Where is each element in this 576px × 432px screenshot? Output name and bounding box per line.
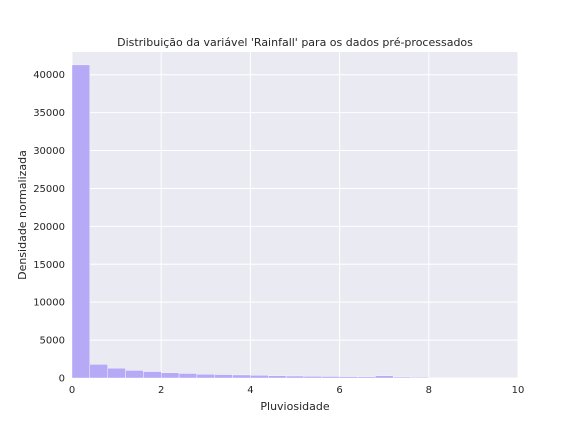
x-tick-label: 0 bbox=[69, 385, 75, 396]
x-tick-label: 2 bbox=[158, 385, 164, 396]
histogram-bar bbox=[107, 367, 126, 379]
x-tick-labels: 0 2 4 6 8 10 bbox=[69, 385, 525, 396]
histogram-bar bbox=[250, 375, 269, 379]
histogram-bar bbox=[375, 375, 394, 379]
histogram-bar bbox=[125, 370, 144, 379]
histogram-bar bbox=[160, 372, 180, 379]
histogram-bar bbox=[232, 374, 251, 379]
y-tick-labels: 0 5000 10000 15000 20000 25000 30000 35000 40000 bbox=[33, 70, 65, 384]
y-tick-label: 15000 bbox=[33, 260, 65, 271]
x-tick-label: 6 bbox=[336, 385, 342, 396]
x-axis-label: Pluviosidade bbox=[260, 400, 329, 413]
y-tick-label: 25000 bbox=[33, 184, 65, 195]
histogram-bar bbox=[71, 64, 91, 379]
histogram-bar bbox=[339, 376, 358, 379]
y-tick-label: 0 bbox=[59, 374, 65, 385]
y-tick-label: 20000 bbox=[33, 222, 65, 233]
x-tick-label: 10 bbox=[512, 385, 525, 396]
histogram-bar bbox=[143, 371, 162, 379]
y-axis-label: Densidade normalizada bbox=[16, 150, 29, 280]
histogram-bar bbox=[285, 375, 305, 379]
histogram-bars bbox=[71, 64, 429, 379]
histogram-bar bbox=[214, 374, 233, 379]
y-tick-label: 10000 bbox=[33, 298, 65, 309]
y-tick-label: 40000 bbox=[33, 70, 65, 81]
histogram-bar bbox=[196, 374, 215, 379]
histogram-bar bbox=[392, 376, 412, 379]
y-tick-label: 30000 bbox=[33, 146, 65, 157]
histogram-bar bbox=[178, 373, 198, 379]
chart-title: Distribuição da variável 'Rainfall' para… bbox=[117, 36, 473, 49]
grid-lines bbox=[71, 52, 519, 379]
histogram-bar bbox=[303, 376, 322, 379]
histogram-bar bbox=[357, 376, 376, 379]
x-tick-label: 8 bbox=[426, 385, 432, 396]
histogram-bar bbox=[410, 376, 429, 379]
histogram-bar bbox=[268, 375, 287, 379]
histogram-bar bbox=[321, 376, 340, 379]
plot-area bbox=[72, 52, 518, 378]
y-tick-label: 35000 bbox=[33, 108, 65, 119]
y-tick-label: 5000 bbox=[40, 336, 65, 347]
x-tick-label: 4 bbox=[247, 385, 253, 396]
histogram-bar bbox=[89, 364, 108, 379]
